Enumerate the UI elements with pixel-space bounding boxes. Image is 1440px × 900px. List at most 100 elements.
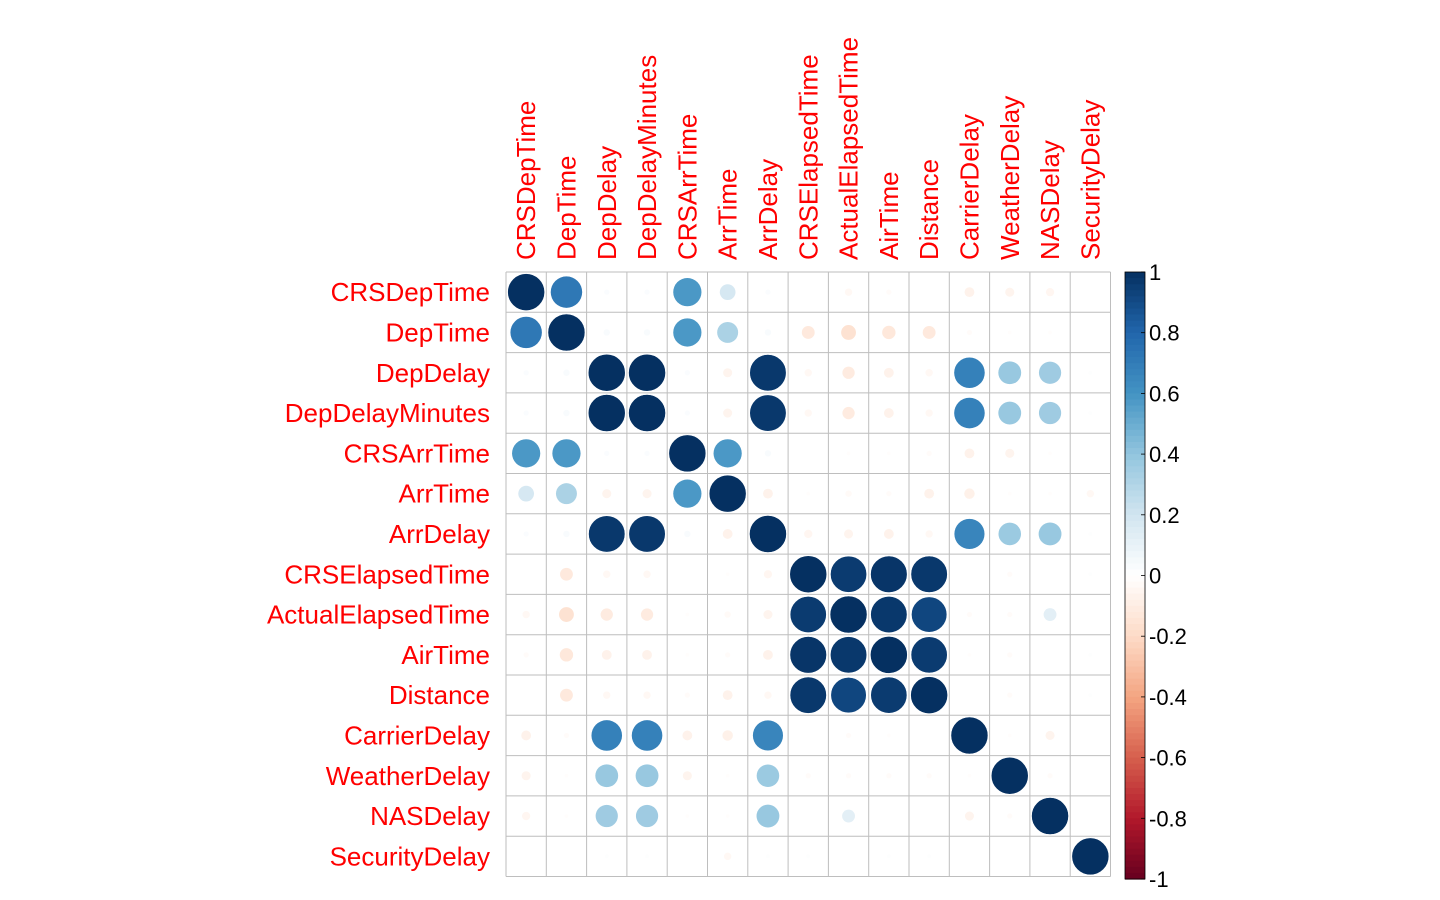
corr-circle-NASDelay-DepTime (564, 814, 569, 818)
colorbar-segment (1125, 648, 1145, 656)
colorbar-segment (1125, 526, 1145, 534)
colorbar-tick-label: 0.8 (1149, 321, 1180, 346)
row-labels: CRSDepTime DepTime DepDelay DepDelayMinutes… (267, 277, 490, 871)
corr-circle-ActualElapsedTime-WeatherDelay (1007, 611, 1013, 618)
corr-circle-CarrierDelay-ArrDelay (752, 720, 784, 751)
corr-circle-CRSElapsedTime-Distance (910, 555, 948, 593)
corr-circle-WeatherDelay-CRSArrTime (682, 771, 692, 781)
corr-circle-AirTime-ArrTime (725, 652, 731, 658)
corr-circle-CarrierDelay-ArrTime (722, 730, 733, 741)
corr-circle-AirTime-AirTime (870, 636, 908, 674)
colorbar-segment (1125, 860, 1145, 868)
colorbar-segment (1125, 423, 1145, 431)
colorbar-segment (1125, 642, 1145, 649)
colorbar-segment (1125, 702, 1145, 710)
corr-circle-ArrTime-CRSElapsedTime (806, 491, 811, 496)
corr-circle-WeatherDelay-Distance (926, 773, 932, 779)
corr-circle-NASDelay-ArrDelay (756, 804, 780, 828)
colorbar-segment (1125, 278, 1145, 285)
corr-circle-WeatherDelay-DepDelayMinutes (635, 764, 659, 788)
corr-circle-DepTime-CRSArrTime (673, 318, 702, 347)
corr-circle-DepDelay-SecurityDelay (1088, 370, 1093, 375)
colorbar-segment (1125, 272, 1145, 279)
colorbar-segment (1125, 344, 1145, 352)
row-label: DepDelay (376, 358, 490, 388)
corr-circle-SecurityDelay-ArrTime (723, 852, 732, 861)
corr-circle-CRSArrTime-DepTime (552, 439, 581, 468)
corr-circle-DepTime-CRSElapsedTime (801, 326, 815, 339)
corr-circle-Distance-SecurityDelay (1088, 693, 1093, 698)
corr-circle-ActualElapsedTime-ArrTime (724, 611, 731, 618)
corr-circle-AirTime-CRSArrTime (685, 652, 690, 657)
corr-circle-CRSElapsedTime-SecurityDelay (1088, 572, 1093, 577)
corr-circle-DepTime-CarrierDelay (966, 329, 973, 336)
corr-circle-CarrierDelay-DepTime (563, 732, 570, 739)
colorbar-tick-label: -0.2 (1149, 624, 1187, 649)
colorbar-segment (1125, 405, 1145, 413)
corr-circle-CRSDepTime-ArrTime (719, 284, 736, 301)
corr-circle-CarrierDelay-ActualElapsedTime (845, 732, 852, 739)
row-label: CarrierDelay (344, 720, 490, 750)
corr-circle-WeatherDelay-CarrierDelay (967, 773, 972, 778)
column-label: CarrierDelay (954, 114, 984, 260)
corr-circle-Distance-ArrTime (722, 690, 733, 701)
corr-circle-CRSDepTime-WeatherDelay (1005, 287, 1015, 297)
corr-circle-CarrierDelay-AirTime (886, 733, 891, 738)
corr-circle-ArrTime-SecurityDelay (1086, 489, 1095, 498)
colorbar-segment (1125, 775, 1145, 783)
corr-circle-CRSElapsedTime-DepTime (560, 567, 573, 581)
row-label: CRSDepTime (331, 277, 490, 307)
column-label: SecurityDelay (1075, 100, 1105, 260)
colorbar-segment (1125, 435, 1145, 443)
corr-circle-WeatherDelay-DepDelay (595, 764, 619, 788)
corr-circle-CRSElapsedTime-ArrDelay (763, 570, 773, 579)
corr-circle-ArrTime-CarrierDelay (964, 488, 975, 499)
corr-circle-Distance-ArrDelay (764, 691, 772, 699)
colorbar-segment (1125, 715, 1145, 722)
corr-circle-DepDelay-DepDelayMinutes (628, 353, 666, 392)
corr-circle-CRSDepTime-CRSDepTime (507, 273, 545, 311)
colorbar-segment (1125, 490, 1145, 498)
colorbar-segment (1125, 320, 1145, 328)
column-label: AirTime (874, 171, 904, 260)
corr-circle-ArrDelay-NASDelay (1038, 522, 1062, 546)
corr-circle-ArrDelay-WeatherDelay (998, 522, 1022, 546)
colorbar-segment (1125, 417, 1145, 425)
corr-circle-SecurityDelay-CRSElapsedTime (806, 854, 811, 859)
corr-circle-ActualElapsedTime-CRSArrTime (685, 612, 690, 617)
corr-circle-AirTime-DepDelayMinutes (642, 649, 652, 660)
corr-circle-DepTime-Distance (922, 326, 936, 339)
corr-circle-CRSArrTime-ArrDelay (764, 450, 772, 457)
colorbar-segment (1125, 296, 1145, 303)
corr-circle-ArrTime-NASDelay (1048, 491, 1052, 496)
corr-circle-DepDelayMinutes-CRSElapsedTime (804, 409, 812, 417)
row-label: ArrDelay (389, 519, 490, 549)
row-label: CRSElapsedTime (284, 559, 490, 589)
corr-circle-DepDelayMinutes-NASDelay (1038, 401, 1062, 425)
row-label: DepTime (385, 317, 490, 347)
colorbar-segment (1125, 514, 1145, 522)
corr-circle-DepDelayMinutes-DepDelayMinutes (628, 394, 666, 432)
corr-circle-ArrTime-Distance (924, 488, 935, 499)
colorbar-segment (1125, 551, 1145, 558)
colorbar-segment (1125, 733, 1145, 740)
corr-circle-AirTime-WeatherDelay (1007, 652, 1013, 658)
corr-circle-CRSArrTime-WeatherDelay (1005, 448, 1015, 458)
corr-circle-CarrierDelay-DepDelay (591, 720, 623, 751)
corr-circle-NASDelay-CRSArrTime (685, 814, 690, 818)
corr-circle-CRSElapsedTime-DepDelay (603, 570, 611, 578)
corr-circle-CarrierDelay-DepDelayMinutes (631, 720, 663, 751)
colorbar-segment (1125, 399, 1145, 407)
corr-circle-CRSDepTime-AirTime (886, 289, 892, 295)
colorbar-segment (1125, 411, 1145, 419)
corr-circle-CRSDepTime-CRSArrTime (673, 278, 702, 307)
corr-circle-AirTime-ActualElapsedTime (829, 636, 868, 674)
corr-circle-DepTime-DepDelay (603, 329, 610, 336)
corr-circle-CRSDepTime-ActualElapsedTime (844, 288, 853, 296)
colorbar-tick-label: 0.2 (1149, 503, 1180, 528)
corr-circle-CRSDepTime-NASDelay (1045, 288, 1055, 297)
colorbar-segment (1125, 630, 1145, 637)
corr-circle-CRSElapsedTime-AirTime (870, 555, 908, 593)
row-label: ArrTime (399, 479, 490, 509)
